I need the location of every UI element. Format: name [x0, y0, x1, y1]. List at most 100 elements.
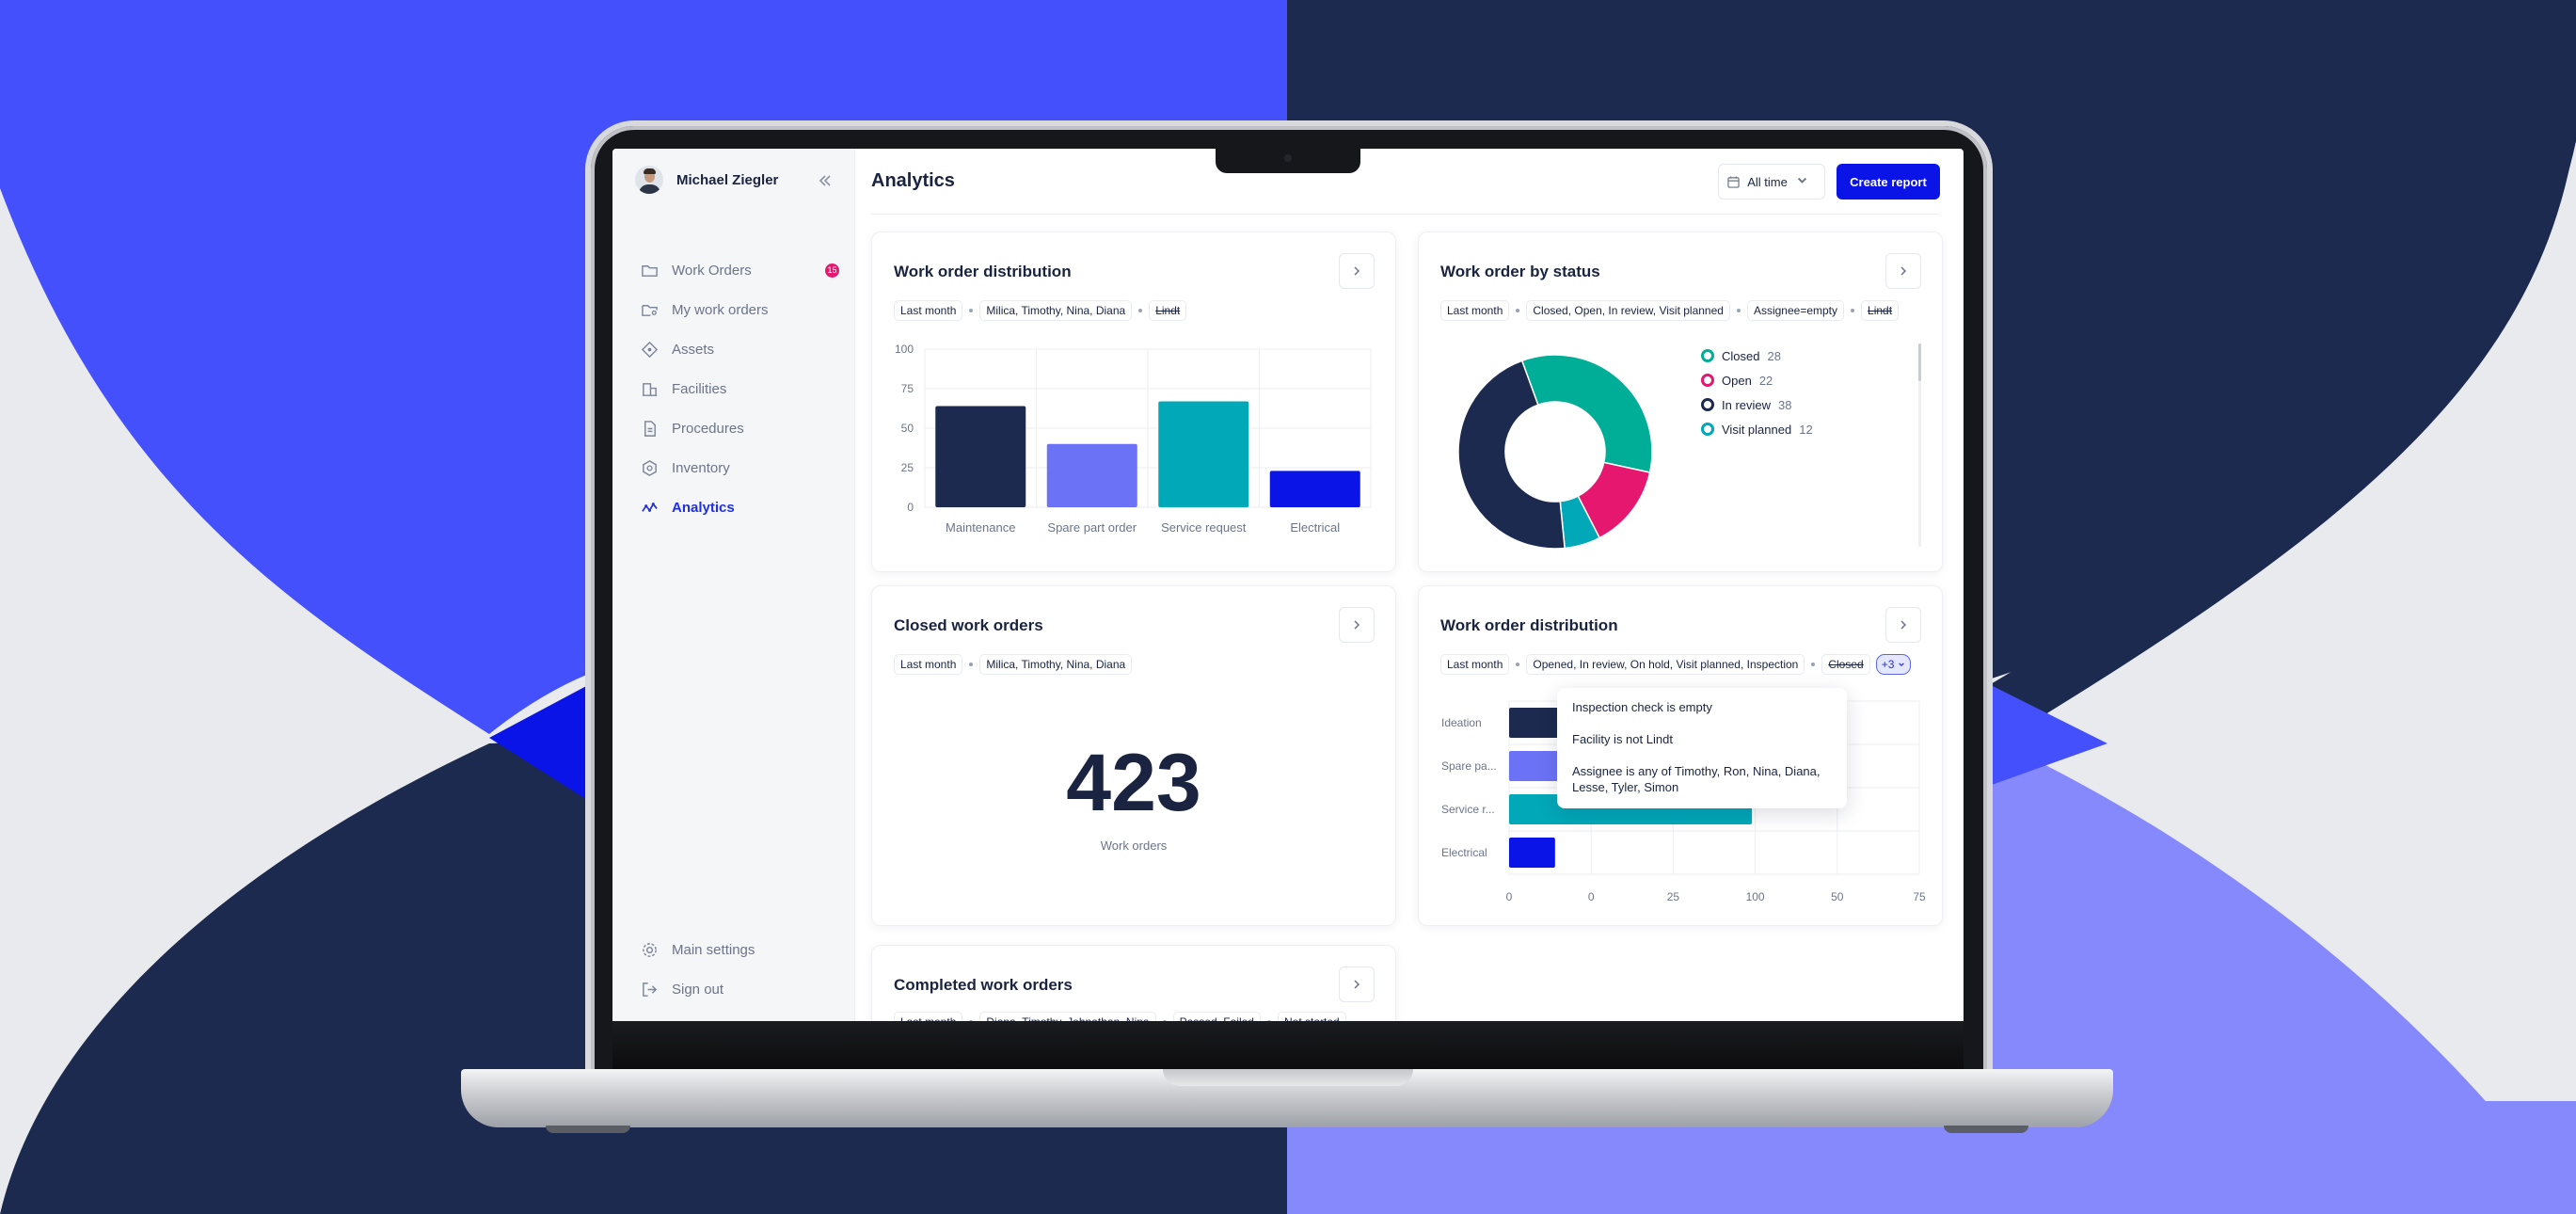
x-tick-label: Maintenance — [946, 520, 1015, 535]
bar[interactable] — [935, 406, 1026, 507]
open-card-button[interactable] — [1339, 253, 1375, 289]
x-tick-label: 100 — [1746, 890, 1765, 903]
filter-chips: Last month Closed, Open, In review, Visi… — [1440, 300, 1900, 321]
bar[interactable] — [1269, 471, 1360, 507]
sidebar-bottom-nav: Main settings Sign out — [641, 930, 843, 1009]
legend-marker — [1701, 398, 1714, 411]
filter-chip-excluded[interactable]: Lindt — [1861, 300, 1900, 321]
sidebar-item-label: Procedures — [672, 420, 744, 437]
sidebar-item-assets[interactable]: Assets — [641, 329, 843, 369]
filter-chip-excluded[interactable]: Lindt — [1149, 300, 1187, 321]
main-content: Analytics All time Create report Work or… — [854, 149, 1964, 1021]
filter-chip[interactable]: Last month — [894, 1012, 963, 1021]
legend-scrollbar-thumb[interactable] — [1918, 343, 1921, 381]
donut-slice[interactable] — [1457, 359, 1566, 550]
filter-chip[interactable]: Last month — [1440, 300, 1510, 321]
filter-chip[interactable]: Last month — [1440, 654, 1510, 675]
sidebar-item-facilities[interactable]: Facilities — [641, 369, 843, 408]
filter-chips: Last month Milica, Timothy, Nina, Diana … — [894, 300, 1187, 321]
filter-chip[interactable]: Milica, Timothy, Nina, Diana — [979, 654, 1133, 675]
legend-marker — [1701, 349, 1714, 362]
filter-chip[interactable]: Passed, Failed — [1172, 1012, 1261, 1021]
popup-filter-item[interactable]: Inspection check is empty — [1572, 700, 1712, 714]
filter-chip[interactable]: Last month — [894, 654, 963, 675]
filter-chip[interactable]: Diana, Timothy, Johnathan, Nina — [979, 1012, 1156, 1021]
sidebar: Michael Ziegler Work Orders 15 My work o… — [612, 149, 855, 1021]
sidebar-item-label: Assets — [672, 341, 715, 358]
popup-filter-item[interactable]: Assignee is any of Timothy, Ron, Nina, D… — [1572, 764, 1821, 794]
sidebar-item-inventory[interactable]: Inventory — [641, 448, 843, 487]
open-card-button[interactable] — [1885, 253, 1921, 289]
sidebar-item-label: Main settings — [672, 941, 755, 958]
filter-chip[interactable]: Opened, In review, On hold, Visit planne… — [1526, 654, 1805, 675]
y-tick-label: Service r... — [1441, 803, 1495, 816]
time-filter-button[interactable]: All time — [1718, 164, 1825, 200]
sidebar-item-label: Facilities — [672, 380, 727, 397]
legend-item: Visit planned 12 — [1701, 417, 1813, 441]
document-icon — [644, 420, 656, 437]
filter-chip[interactable]: Closed, Open, In review, Visit planned — [1526, 300, 1730, 321]
donut-slice[interactable] — [1520, 354, 1653, 473]
y-tick-label: 25 — [901, 461, 914, 474]
bar[interactable] — [1158, 401, 1249, 507]
card-title: Work order distribution — [894, 263, 1072, 280]
card-work-order-by-status: Work order by status Last month Closed, … — [1418, 232, 1943, 572]
sidebar-item-label: Sign out — [672, 981, 724, 998]
bar[interactable] — [1046, 443, 1137, 507]
sidebar-nav: Work Orders 15 My work orders Assets Fac… — [641, 250, 843, 527]
legend-item: In review 38 — [1701, 392, 1813, 417]
bar[interactable] — [1509, 838, 1555, 868]
sidebar-item-procedures[interactable]: Procedures — [641, 408, 843, 448]
card-title: Work order distribution — [1440, 616, 1618, 634]
sidebar-item-my-work-orders[interactable]: My work orders — [641, 290, 843, 329]
create-report-button[interactable]: Create report — [1837, 164, 1940, 200]
collapse-sidebar-icon[interactable] — [818, 173, 833, 188]
legend-value: 38 — [1778, 397, 1792, 412]
legend-scrollbar[interactable] — [1918, 343, 1921, 547]
chart-legend: Closed 28 Open 22 In review 38 Visit pla… — [1701, 343, 1813, 441]
x-tick-label: Electrical — [1290, 520, 1340, 535]
filter-chip[interactable]: Last month — [894, 300, 963, 321]
open-card-button[interactable] — [1339, 966, 1375, 1002]
legend-value: 28 — [1767, 348, 1781, 363]
chevron-right-icon — [1354, 980, 1360, 989]
gear-icon — [643, 942, 657, 957]
filter-chip-excluded[interactable]: Not started — [1277, 1012, 1346, 1021]
time-filter-label: All time — [1747, 174, 1788, 189]
x-tick-label: 0 — [1588, 890, 1595, 903]
work-orders-count-badge: 15 — [825, 264, 839, 278]
filter-chip[interactable]: Assignee=empty — [1746, 300, 1845, 321]
chevron-right-icon — [1900, 266, 1907, 276]
filter-chip[interactable]: Milica, Timothy, Nina, Diana — [979, 300, 1133, 321]
more-filters-button[interactable]: +3 — [1875, 654, 1911, 675]
user-profile[interactable]: Michael Ziegler — [635, 166, 778, 194]
x-tick-label: Service request — [1161, 520, 1247, 535]
assets-icon — [641, 341, 659, 358]
filter-chip-excluded[interactable]: Closed — [1821, 654, 1870, 675]
chevron-down-icon — [1898, 663, 1904, 667]
open-card-button[interactable] — [1885, 607, 1921, 643]
card-work-order-distribution: Work order distribution Last month Milic… — [871, 232, 1396, 572]
chevron-right-icon — [1900, 620, 1907, 630]
card-title: Completed work orders — [894, 976, 1073, 994]
sidebar-item-analytics[interactable]: Analytics — [641, 487, 843, 527]
sidebar-item-main-settings[interactable]: Main settings — [641, 930, 843, 969]
y-tick-label: 100 — [895, 343, 914, 356]
x-tick-label: 75 — [1913, 890, 1926, 903]
sidebar-item-label: Work Orders — [672, 262, 752, 279]
app-screen: Michael Ziegler Work Orders 15 My work o… — [612, 149, 1964, 1021]
closed-work-orders-count: 423 — [1066, 738, 1201, 828]
legend-marker — [1701, 374, 1714, 387]
sidebar-item-work-orders[interactable]: Work Orders 15 — [641, 250, 843, 290]
laptop-lid-notch — [1163, 1069, 1413, 1086]
legend-label: In review — [1722, 397, 1772, 412]
avatar[interactable] — [635, 166, 663, 194]
y-tick-label: 0 — [907, 501, 914, 514]
popup-filter-item[interactable]: Facility is not Lindt — [1572, 732, 1673, 746]
open-card-button[interactable] — [1339, 607, 1375, 643]
x-tick-label: Spare part order — [1047, 520, 1137, 535]
sidebar-item-sign-out[interactable]: Sign out — [641, 969, 843, 1009]
camera-notch — [1216, 147, 1360, 173]
legend-marker — [1701, 423, 1714, 436]
analytics-icon — [642, 502, 658, 512]
